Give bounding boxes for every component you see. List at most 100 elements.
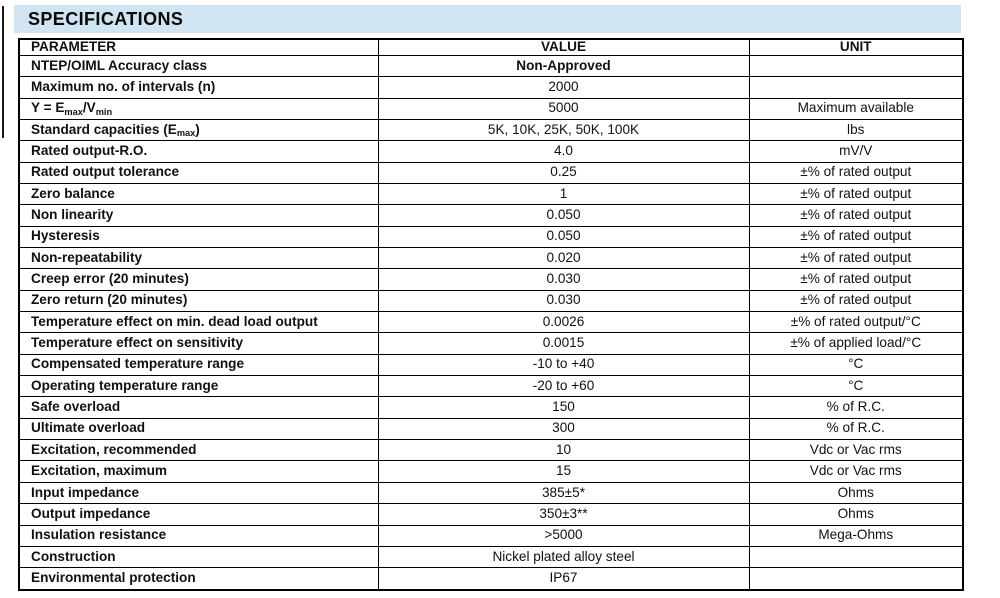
unit-cell: ±% of applied load/°C (748, 332, 964, 355)
unit-cell: % of R.C. (748, 417, 964, 441)
parameter-cell: Rated output tolerance (18, 161, 379, 185)
value-cell: 300 (377, 417, 750, 441)
table-row: Standard capacities (Emax) 5K, 10K, 25K, … (18, 118, 964, 142)
parameter-cell: Output impedance (18, 503, 379, 526)
unit-cell: Vdc or Vac rms (748, 460, 964, 483)
value-cell: 0.050 (377, 225, 750, 249)
table-row: Construction Nickel plated alloy steel (18, 545, 964, 569)
unit-cell (748, 54, 964, 78)
table-row: Zero balance 1 ±% of rated output (18, 183, 964, 206)
parameter-cell: Safe overload (18, 396, 379, 419)
table-row: Maximum no. of intervals (n) 2000 (18, 76, 964, 99)
table-row: Y = Emax/Vmin 5000 Maximum available (18, 97, 964, 120)
table-row: NTEP/OIML Accuracy class Non-Approved (18, 54, 964, 78)
value-cell: 5K, 10K, 25K, 50K, 100K (377, 118, 750, 142)
table-row: Operating temperature range -20 to +60 °C (18, 375, 964, 398)
parameter-cell: Insulation resistance (18, 524, 379, 547)
unit-cell: ±% of rated output/°C (748, 311, 964, 334)
value-cell: 0.0015 (377, 332, 750, 355)
table-row: Ultimate overload 300% of R.C. (18, 417, 964, 441)
value-cell: 0.0026 (377, 311, 750, 334)
value-cell: 2000 (377, 76, 750, 99)
parameter-cell: Excitation, recommended (18, 439, 379, 462)
value-cell: 0.25 (377, 161, 750, 185)
title-band: SPECIFICATIONS (14, 5, 961, 33)
table-row: Non-repeatability 0.020 ±% of rated output (18, 247, 964, 270)
table-row: Insulation resistance >5000 Mega-Ohms (18, 524, 964, 547)
table-row: Rated output tolerance 0.25 ±% of rated ou… (18, 161, 964, 185)
parameter-cell: Y = Emax/Vmin (18, 97, 379, 120)
table-row: Temperature effect on min. dead load out… (18, 311, 964, 334)
parameter-cell: Zero return (20 minutes) (18, 289, 379, 313)
unit-cell: ±% of rated output (748, 204, 964, 227)
table-row: Non linearity 0.050 ±% of rated output (18, 204, 964, 227)
unit-cell: % of R.C. (748, 396, 964, 419)
unit-cell: ±% of rated output (748, 183, 964, 206)
table-row: Rated output-R.O. 4.0 mV/V (18, 140, 964, 163)
unit-cell: ±% of rated output (748, 268, 964, 291)
unit-cell: °C (748, 375, 964, 398)
parameter-cell: NTEP/OIML Accuracy class (18, 54, 379, 78)
table-row: Creep error (20 minutes) 0.030 ±% of rated… (18, 268, 964, 291)
parameter-cell: Maximum no. of intervals (n) (18, 76, 379, 99)
value-cell: 150 (377, 396, 750, 419)
parameter-cell: Operating temperature range (18, 375, 379, 398)
table-row: Safe overload 150% of R.C. (18, 396, 964, 419)
unit-cell: lbs (748, 118, 964, 142)
unit-cell: Ohms (748, 503, 964, 526)
scan-edge-line (2, 6, 4, 138)
parameter-cell: Environmental protection (18, 567, 379, 591)
table-row: Input impedance 385±5* Ohms (18, 481, 964, 505)
value-cell: 0.030 (377, 289, 750, 313)
value-cell: >5000 (377, 524, 750, 547)
unit-cell: Maximum available (748, 97, 964, 120)
unit-cell: ±% of rated output (748, 225, 964, 249)
column-header-parameter: PARAMETER (18, 38, 379, 56)
page-title: SPECIFICATIONS (28, 8, 184, 29)
parameter-cell: Input impedance (18, 481, 379, 505)
unit-cell: mV/V (748, 140, 964, 163)
table-row: Compensated temperature range -10 to +40 °… (18, 353, 964, 377)
table-row: Temperature effect on sensitivity 0.0015 ±… (18, 332, 964, 355)
column-header-value: VALUE (377, 38, 750, 56)
parameter-cell: Hysteresis (18, 225, 379, 249)
parameter-cell: Excitation, maximum (18, 460, 379, 483)
unit-cell: ±% of rated output (748, 161, 964, 185)
value-cell: 0.030 (377, 268, 750, 291)
value-cell: 4.0 (377, 140, 750, 163)
specifications-table: PARAMETER VALUE UNIT NTEP/OIML Accuracy … (18, 38, 964, 591)
unit-cell (748, 545, 964, 569)
table-row: Environmental protection IP67 (18, 567, 964, 591)
table-row: Zero return (20 minutes) 0.030 ±% of rated… (18, 289, 964, 313)
unit-cell (748, 76, 964, 99)
spec-table-body: NTEP/OIML Accuracy class Non-Approved Maxi… (18, 54, 964, 591)
unit-cell: Ohms (748, 481, 964, 505)
value-cell: 10 (377, 439, 750, 462)
parameter-cell: Rated output-R.O. (18, 140, 379, 163)
table-row: Excitation, maximum 15 Vdc or Vac rms (18, 460, 964, 483)
value-cell: 385±5* (377, 481, 750, 505)
unit-cell: °C (748, 353, 964, 377)
value-cell: 5000 (377, 97, 750, 120)
table-header-row: PARAMETER VALUE UNIT (18, 38, 964, 56)
table-row: Output impedance 350±3** Ohms (18, 503, 964, 526)
unit-cell: Vdc or Vac rms (748, 439, 964, 462)
parameter-cell: Standard capacities (Emax) (18, 118, 379, 142)
value-cell: Nickel plated alloy steel (377, 545, 750, 569)
parameter-cell: Zero balance (18, 183, 379, 206)
value-cell: 1 (377, 183, 750, 206)
unit-cell: Mega-Ohms (748, 524, 964, 547)
parameter-cell: Non-repeatability (18, 247, 379, 270)
value-cell: -10 to +40 (377, 353, 750, 377)
parameter-cell: Compensated temperature range (18, 353, 379, 377)
value-cell: 0.050 (377, 204, 750, 227)
table-row: Excitation, recommended 10 Vdc or Vac rms (18, 439, 964, 462)
value-cell: Non-Approved (377, 54, 750, 78)
parameter-cell: Creep error (20 minutes) (18, 268, 379, 291)
value-cell: 0.020 (377, 247, 750, 270)
unit-cell: ±% of rated output (748, 247, 964, 270)
parameter-cell: Construction (18, 545, 379, 569)
column-header-unit: UNIT (748, 38, 964, 56)
table-row: Hysteresis 0.050 ±% of rated output (18, 225, 964, 249)
parameter-cell: Temperature effect on min. dead load out… (18, 311, 379, 334)
